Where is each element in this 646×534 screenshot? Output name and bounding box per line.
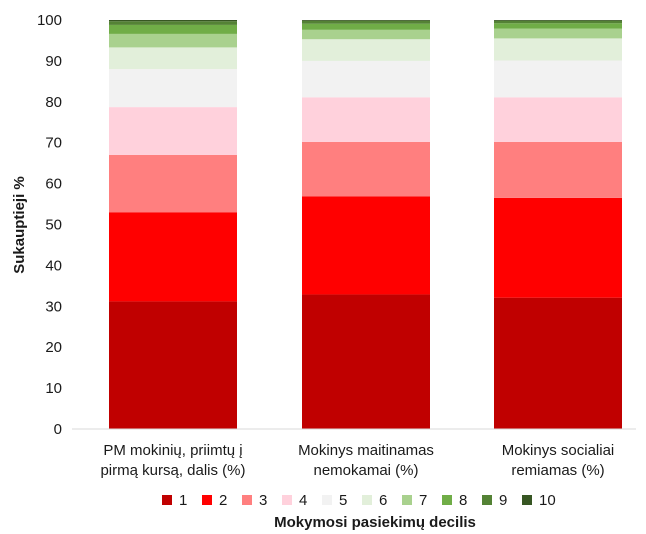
legend-swatch-decile-7 (402, 495, 412, 505)
y-tick-label: 0 (54, 421, 62, 438)
legend-label-decile-4: 4 (299, 492, 307, 509)
bar-segment-decile-2 (494, 197, 622, 298)
legend-label-decile-1: 1 (179, 492, 187, 509)
legend-label-decile-3: 3 (259, 492, 267, 509)
bar-segment-decile-3 (494, 141, 622, 198)
y-tick-label: 40 (45, 257, 62, 274)
bar-segment-decile-7 (302, 29, 430, 40)
legend-swatch-decile-3 (242, 495, 252, 505)
bar-segment-decile-10 (494, 20, 622, 21)
y-tick-label: 70 (45, 135, 62, 152)
y-tick-label: 80 (45, 94, 62, 111)
legend-swatch-decile-1 (162, 495, 172, 505)
y-axis-ticks: 0 10 20 30 40 50 60 70 80 90 100 (37, 12, 62, 438)
y-axis-title: Sukauptieji % (11, 176, 28, 274)
y-tick-label: 30 (45, 298, 62, 315)
legend-label-decile-10: 10 (539, 492, 556, 509)
legend-swatch-decile-2 (202, 495, 212, 505)
x-axis-title: Mokymosi pasiekimų decilis (274, 514, 476, 531)
bar-segment-decile-10 (109, 20, 237, 22)
legend-label-decile-8: 8 (459, 492, 467, 509)
bar-segment-decile-5 (109, 69, 237, 108)
bar-segment-decile-5 (494, 60, 622, 98)
legend-label-decile-7: 7 (419, 492, 427, 509)
y-tick-label: 50 (45, 217, 62, 234)
bar-segment-decile-1 (302, 294, 430, 429)
bar-segment-decile-9 (494, 20, 622, 24)
legend-label-decile-6: 6 (379, 492, 387, 509)
bar-segment-decile-6 (302, 39, 430, 61)
x-category-label: Mokinys maitinamas (298, 442, 434, 459)
legend-label-decile-5: 5 (339, 492, 347, 509)
legend-label-decile-9: 9 (499, 492, 507, 509)
bar-segment-decile-1 (109, 301, 237, 429)
legend-label-decile-2: 2 (219, 492, 227, 509)
bar-segment-decile-1 (494, 297, 622, 429)
legend-swatch-decile-8 (442, 495, 452, 505)
bar-segment-decile-3 (109, 154, 237, 213)
bar-segment-decile-2 (109, 212, 237, 302)
x-category-label: PM mokinių, priimtų į (103, 442, 242, 459)
bar-segment-decile-4 (494, 97, 622, 142)
y-tick-label: 20 (45, 339, 62, 356)
bar-segment-decile-9 (109, 21, 237, 25)
bar-segment-decile-4 (109, 107, 237, 155)
bars (109, 20, 622, 429)
x-category-label: pirmą kursą, dalis (%) (100, 462, 245, 479)
x-category-label: nemokamai (%) (313, 462, 418, 479)
bar-segment-decile-7 (109, 33, 237, 48)
legend: 1 2 3 4 5 6 7 8 9 10 (162, 492, 556, 509)
bar-segment-decile-4 (302, 97, 430, 142)
bar-segment-decile-10 (302, 20, 430, 21)
bar-segment-decile-6 (109, 47, 237, 70)
bar-segment-decile-3 (302, 141, 430, 197)
legend-swatch-decile-10 (522, 495, 532, 505)
legend-swatch-decile-5 (322, 495, 332, 505)
y-tick-label: 100 (37, 12, 62, 29)
bar-segment-decile-5 (302, 60, 430, 98)
x-category-label: Mokinys socialiai (502, 442, 615, 459)
x-axis-categories: PM mokinių, priimtų į pirmą kursą, dalis … (100, 442, 614, 479)
bar-segment-decile-7 (494, 28, 622, 39)
bar-segment-decile-8 (302, 23, 430, 30)
y-tick-label: 10 (45, 380, 62, 397)
x-category-label: remiamas (%) (511, 462, 604, 479)
y-tick-label: 90 (45, 53, 62, 70)
legend-swatch-decile-4 (282, 495, 292, 505)
legend-swatch-decile-9 (482, 495, 492, 505)
y-tick-label: 60 (45, 176, 62, 193)
bar-segment-decile-9 (302, 20, 430, 24)
bar-segment-decile-2 (302, 196, 430, 295)
bar-segment-decile-8 (494, 23, 622, 29)
legend-swatch-decile-6 (362, 495, 372, 505)
bar-segment-decile-6 (494, 38, 622, 61)
bar-segment-decile-8 (109, 24, 237, 34)
